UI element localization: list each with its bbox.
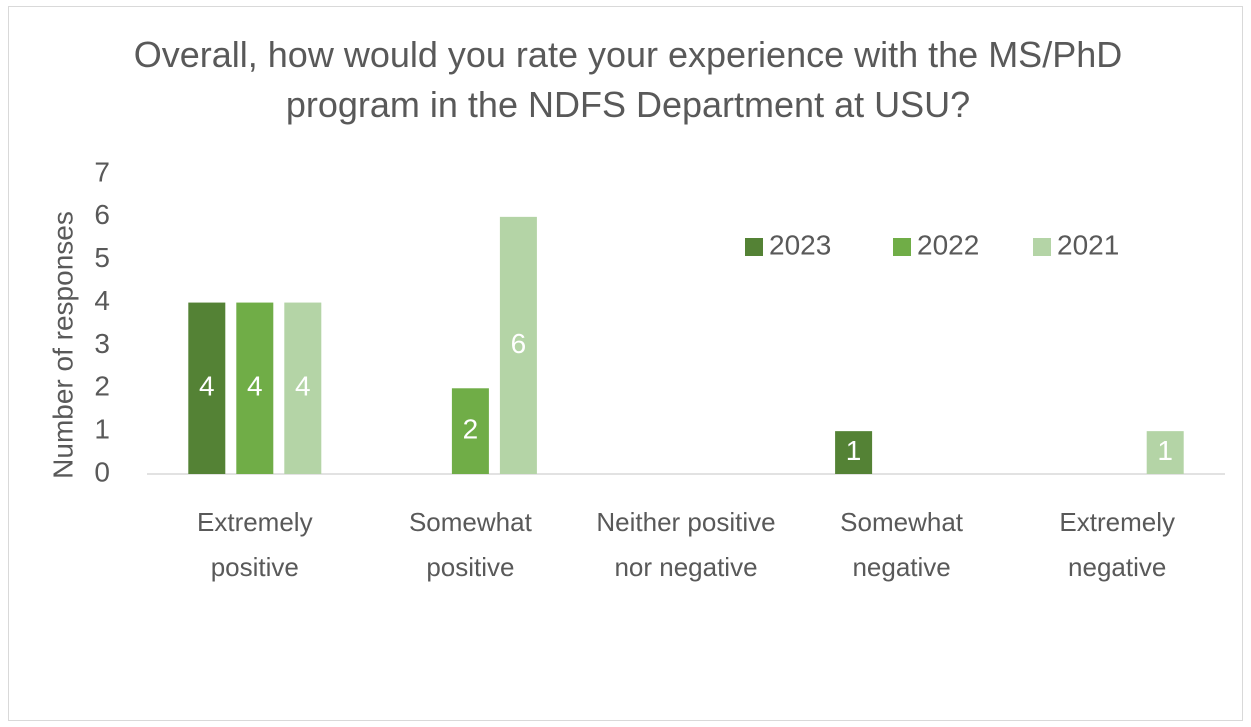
bar xyxy=(1146,431,1184,474)
data-label: 4 xyxy=(199,371,215,402)
x-tick-label: Somewhat positive xyxy=(408,507,532,582)
y-tick-label: 3 xyxy=(94,328,110,359)
y-tick-label: 1 xyxy=(94,414,110,445)
data-label: 4 xyxy=(247,371,263,402)
legend-swatch xyxy=(745,238,763,256)
x-tick-label: Somewhat negative xyxy=(840,507,964,582)
legend-label: 2023 xyxy=(769,229,831,260)
chart-border xyxy=(8,6,1243,721)
bar xyxy=(188,302,226,474)
chart-title: Overall, how would you rate your experie… xyxy=(133,34,1123,125)
x-tick-label: Extremely positive xyxy=(197,507,313,582)
legend-swatch xyxy=(893,238,911,256)
bar xyxy=(451,388,489,474)
data-label: 2 xyxy=(463,414,479,445)
y-tick-label: 2 xyxy=(94,371,110,402)
legend-label: 2021 xyxy=(1057,229,1119,260)
x-tick-label: Extremely negative xyxy=(1059,507,1175,582)
y-tick-label: 6 xyxy=(94,199,110,230)
bar xyxy=(284,302,322,474)
legend-label: 2022 xyxy=(917,229,979,260)
data-label: 4 xyxy=(295,371,311,402)
data-label: 1 xyxy=(1157,435,1173,466)
y-tick-label: 5 xyxy=(94,242,110,273)
bar xyxy=(236,302,274,474)
data-label: 6 xyxy=(511,328,527,359)
y-tick-label: 0 xyxy=(94,456,110,487)
bar xyxy=(835,431,873,474)
y-axis-label: Number of responses xyxy=(47,211,78,479)
legend-swatch xyxy=(1033,238,1051,256)
bar xyxy=(499,216,537,474)
y-tick-label: 4 xyxy=(94,285,110,316)
y-tick-label: 7 xyxy=(94,156,110,187)
data-label: 1 xyxy=(846,435,862,466)
x-tick-label: Neither positive nor negative xyxy=(596,507,776,582)
